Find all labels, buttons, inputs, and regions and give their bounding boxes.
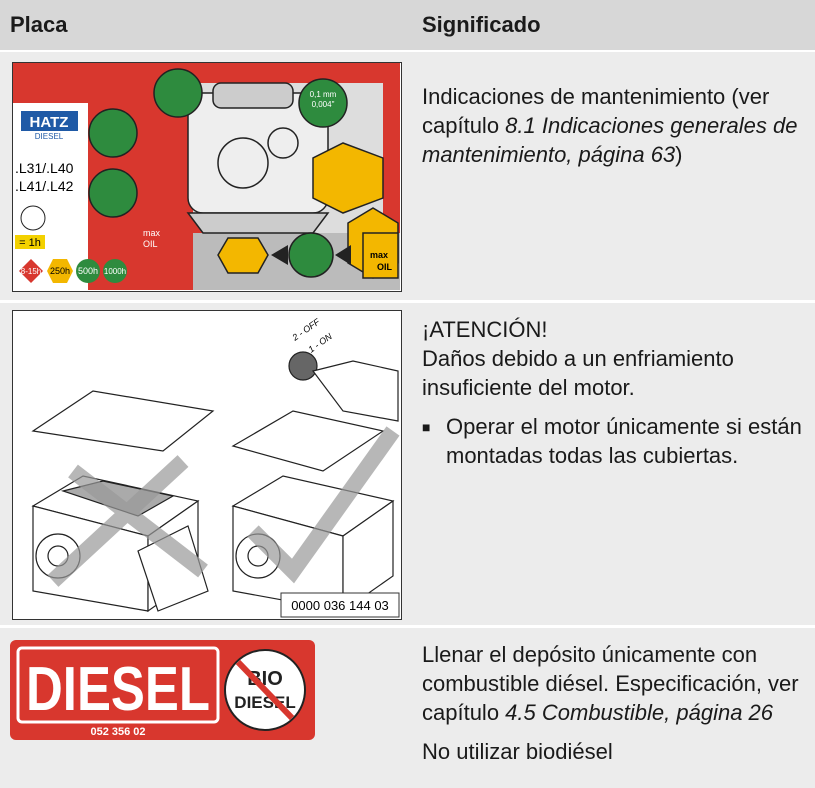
bullet-item: ■ Operar el motor únicamente si están mon… — [422, 412, 808, 470]
label-code: 052 356 02 — [90, 726, 145, 738]
hour-label: 8-15h — [21, 267, 41, 276]
paragraph: No utilizar biodiésel — [422, 739, 613, 764]
reference: 4.5 Combustible, página 26 — [505, 700, 774, 725]
oil-label: max — [143, 228, 161, 238]
cover-illustration: 2 - OFF 1 - ON 0000 036 144 03 — [31, 316, 400, 618]
hour-label: 500h — [78, 266, 98, 276]
image-code: 0000 036 144 03 — [291, 598, 389, 613]
bullet-text: Operar el motor únicamente si están mont… — [446, 414, 802, 468]
interval: = 1h — [19, 237, 41, 249]
oil-label: max — [370, 250, 388, 260]
meaning-cell: Llenar el depósito únicamente con combus… — [422, 640, 808, 776]
brand: HATZ — [30, 114, 69, 131]
header-cell: Placa — [10, 12, 68, 37]
text: Indicaciones de mantenimiento (ver capít… — [422, 84, 770, 138]
paragraph: Llenar el depósito únicamente con combus… — [422, 640, 808, 727]
brand-sub: DIESEL — [35, 132, 64, 141]
cover-plate: 2 - OFF 1 - ON 0000 036 144 03 — [12, 310, 402, 620]
meaning-cell: Indicaciones de mantenimiento (ver capít… — [422, 82, 808, 179]
oil-label: OIL — [143, 239, 158, 249]
heading: ¡ATENCIÓN! — [422, 317, 548, 342]
key-label: 1 - ON — [306, 331, 334, 355]
label-text: DIESEL — [26, 655, 210, 724]
oil-label: OIL — [377, 262, 393, 272]
reference: 8.1 Indicaciones generales de mantenimie… — [422, 113, 798, 167]
meaning-cell: ¡ATENCIÓN! Daños debido a un enfriamient… — [422, 315, 808, 470]
plate-illustration: HATZ DIESEL .L31/.L40 .L41/.L42 = 1h 0,1… — [13, 63, 400, 290]
diesel-plate: DIESEL 052 356 02 BIO DIESEL — [10, 640, 315, 740]
text: ) — [675, 142, 683, 167]
diesel-label: DIESEL 052 356 02 BIO DIESEL — [10, 640, 315, 740]
hour-label: 250h — [50, 266, 70, 276]
gap-inch: 0,004" — [312, 100, 335, 109]
model: .L41/.L42 — [15, 178, 74, 194]
paragraph: Indicaciones de mantenimiento (ver capít… — [422, 82, 808, 169]
model: .L31/.L40 — [15, 160, 74, 176]
table-header: Placa Significado — [0, 0, 815, 50]
paragraph: Daños debido a un enfriamiento insuficie… — [422, 346, 734, 400]
header-cell: Significado — [422, 12, 541, 37]
gap: 0,1 mm — [310, 90, 337, 99]
text: Llenar el depósito únicamente con combus… — [422, 642, 799, 725]
hour-label: 1000h — [104, 267, 126, 276]
maintenance-plate: HATZ DIESEL .L31/.L40 .L41/.L42 = 1h 0,1… — [12, 62, 402, 292]
